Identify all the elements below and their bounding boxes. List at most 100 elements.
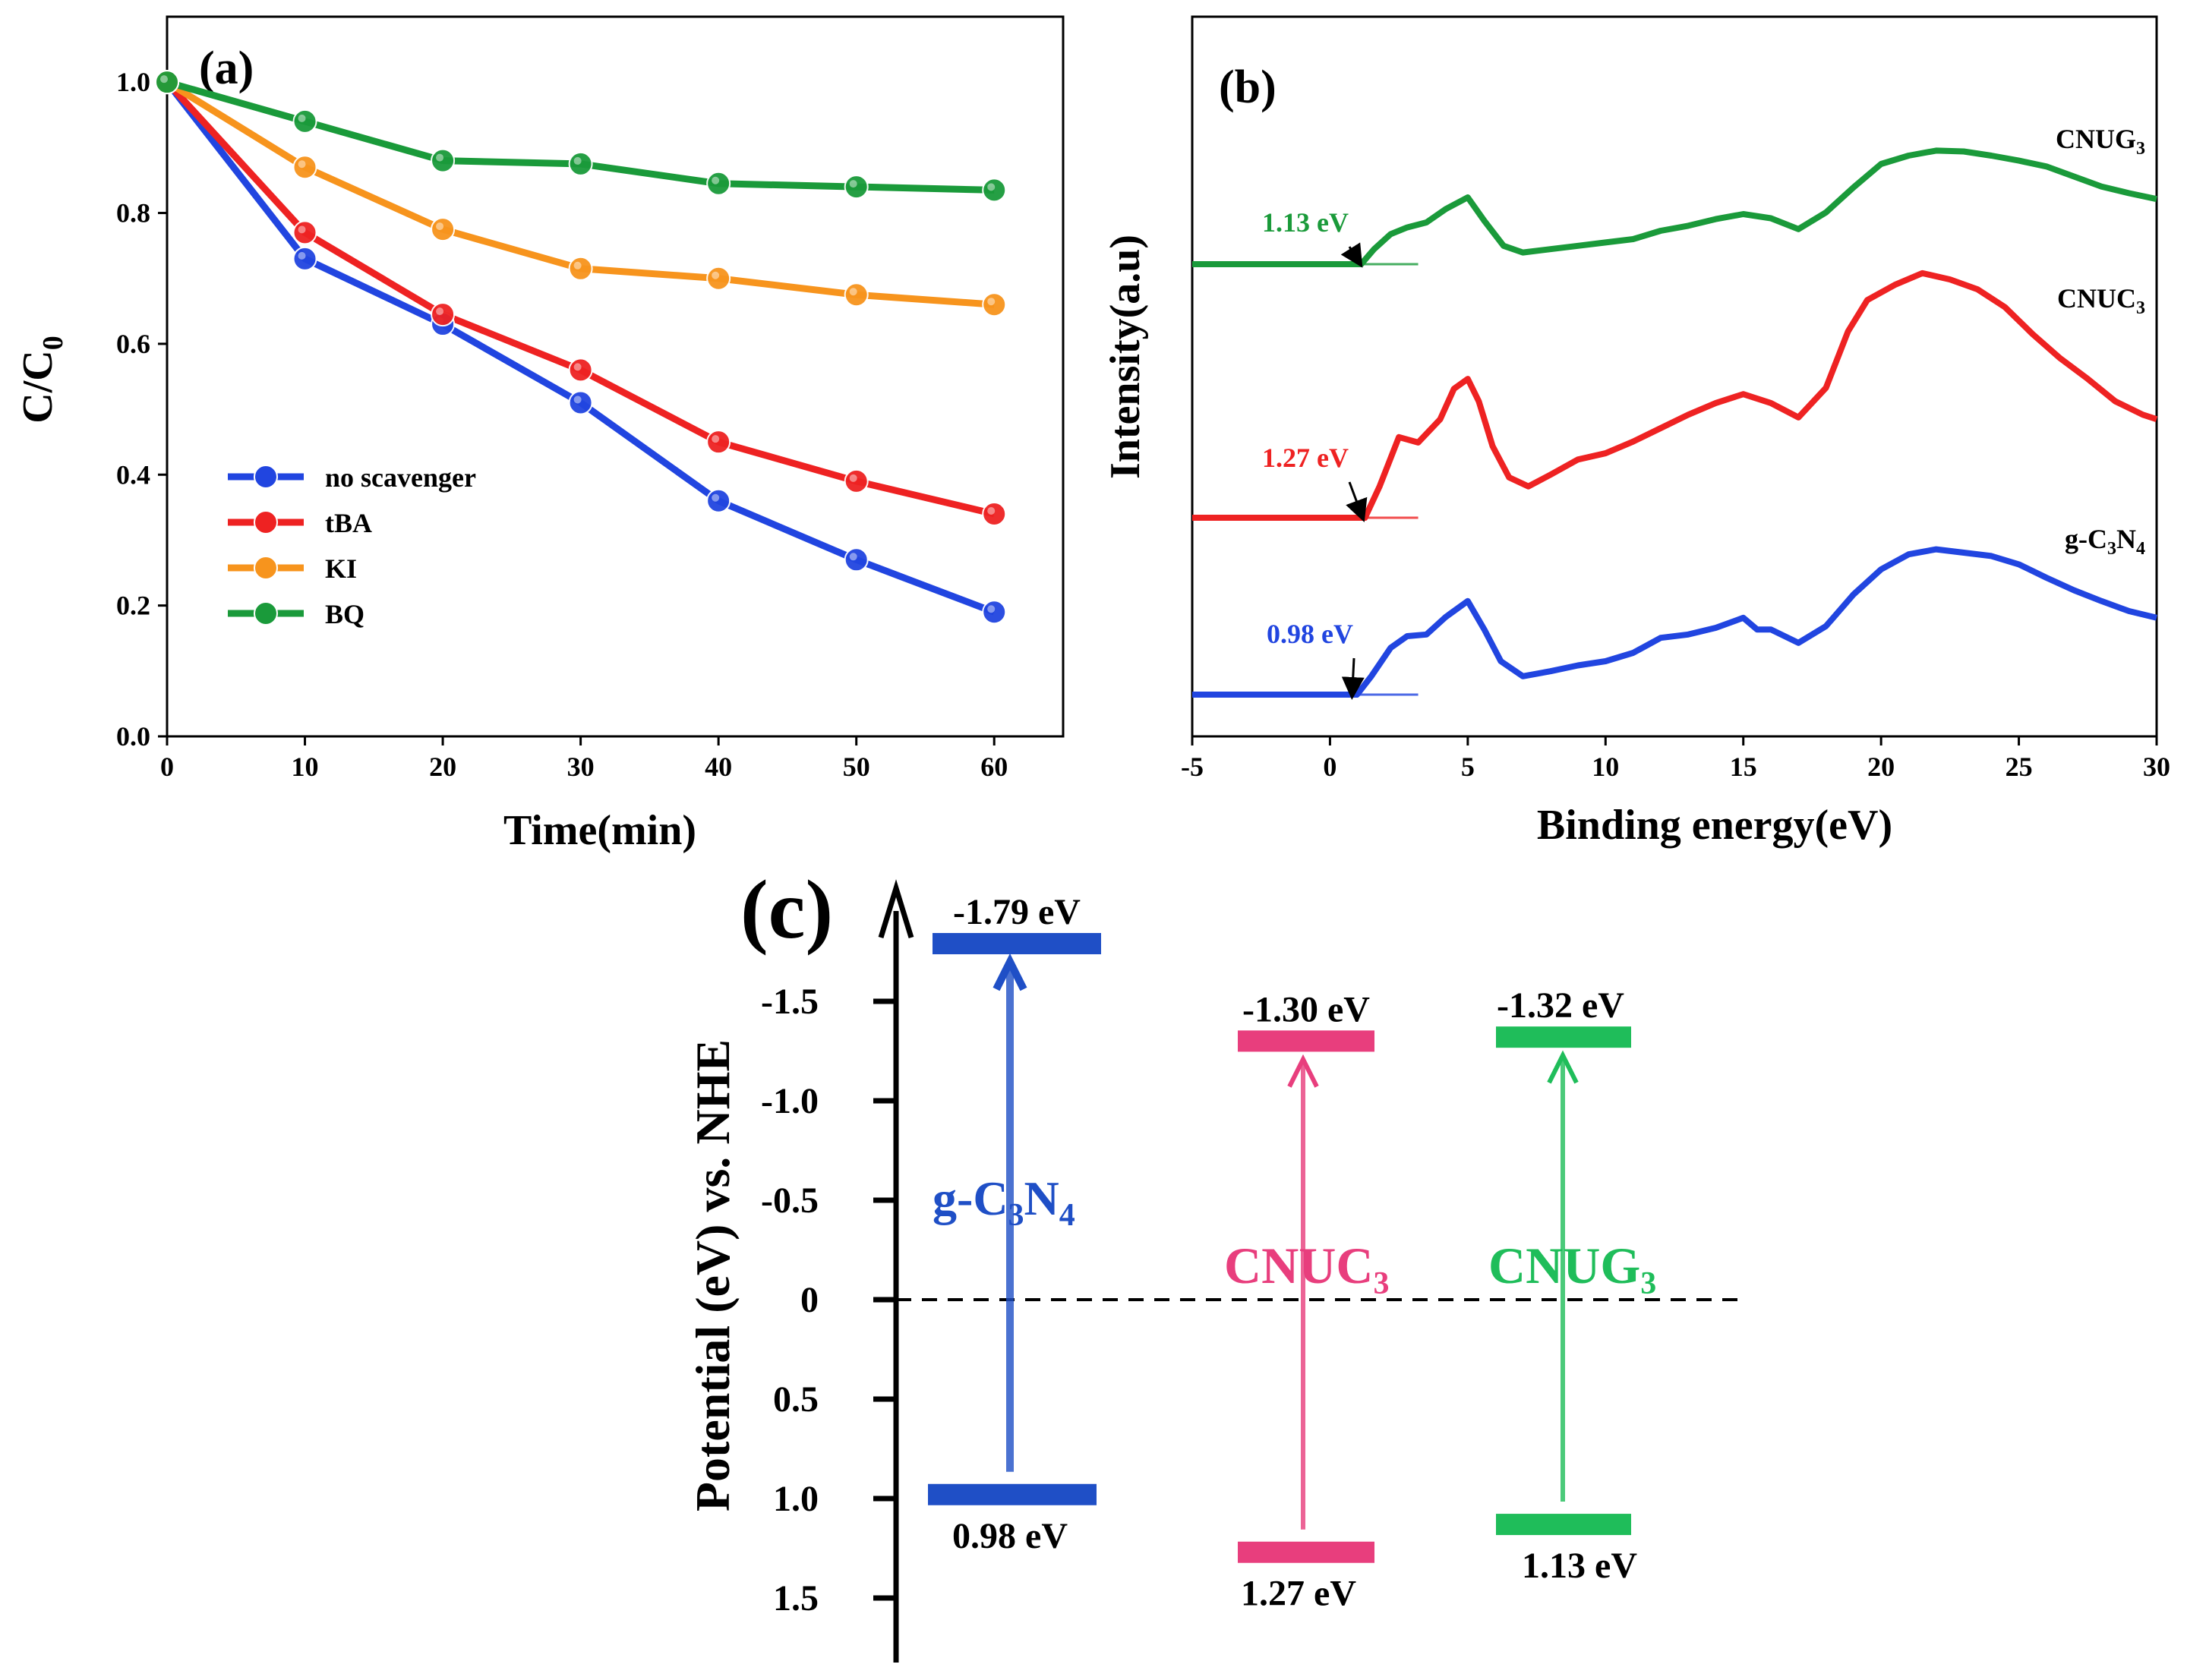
panel-c: (c) Potential (eV) vs. NHE -1.5 -1.0 -0.5 0… (686, 863, 1739, 1663)
spectrum-2 (1192, 546, 2157, 698)
data-point-highlight (712, 176, 720, 184)
cb-label: -1.30 eV (1242, 989, 1370, 1029)
vb-label: 0.98 eV (952, 1516, 1068, 1556)
text-part: g-C (2065, 524, 2107, 554)
text-part: 3 (2136, 139, 2145, 159)
material-label: g-C3N4 (933, 1171, 1075, 1233)
data-point (292, 220, 317, 245)
panel-b-label: (b) (1219, 61, 1277, 113)
x-tick-label: 30 (2143, 752, 2170, 782)
data-point (431, 217, 456, 242)
data-point (431, 148, 456, 173)
vb-label: 1.27 eV (1241, 1574, 1356, 1614)
data-point (706, 171, 731, 196)
legend-label: KI (325, 553, 357, 584)
excitation-arrow-head (993, 953, 1027, 991)
y-tick-label: -1.0 (761, 1081, 819, 1121)
data-point (844, 468, 869, 493)
x-tick-label: 20 (429, 752, 456, 782)
x-tick-label: 0 (160, 752, 174, 782)
legend-label: no scavenger (325, 462, 476, 493)
data-point-highlight (573, 363, 582, 371)
y-tick-label: 1.0 (116, 67, 150, 97)
panel-a-x-label: Time(min) (503, 807, 696, 854)
data-point-highlight (849, 288, 857, 296)
x-tick-label: 30 (567, 752, 595, 782)
valence-band (1238, 1541, 1374, 1563)
legend-marker (254, 556, 278, 580)
onset-arrow (1341, 657, 1365, 700)
text-part: CNUG (2056, 124, 2136, 154)
excitation-arrow-head (1547, 1050, 1579, 1084)
data-point (568, 151, 593, 176)
panel-a: (a) Time(min) C/C0 0 10 20 30 40 50 600.00.20.… (14, 15, 1065, 854)
series-label: CNUC3 (2057, 283, 2145, 318)
cb-label: -1.32 eV (1497, 985, 1624, 1026)
data-point (982, 501, 1007, 526)
x-tick-label: 10 (292, 752, 319, 782)
y-tick-label: 0.0 (116, 721, 150, 752)
x-tick-label: 50 (843, 752, 870, 782)
data-point-highlight (573, 261, 582, 269)
data-point-highlight (436, 222, 444, 231)
panel-b: (b) Binding energy(eV) Intensity(a.u) -5… (1102, 15, 2170, 849)
data-point (568, 256, 593, 281)
data-point-highlight (298, 225, 306, 234)
panel-a-y-label-sub: 0 (37, 336, 69, 350)
valence-band (928, 1483, 1097, 1505)
conduction-band (1238, 1030, 1374, 1052)
legend-label: BQ (325, 599, 364, 629)
series-label: CNUG3 (2056, 124, 2145, 159)
data-point (292, 109, 317, 134)
text-part: 3 (2107, 539, 2116, 559)
vb-label: 1.13 eV (1522, 1546, 1637, 1586)
data-point-highlight (298, 114, 306, 122)
onset-label: 1.13 eV (1262, 207, 1349, 238)
text-part: CNUC (1224, 1237, 1373, 1294)
data-point-highlight (712, 435, 720, 443)
svg-text:C/C0: C/C0 (14, 336, 69, 423)
panel-c-bands: -1.79 eV 0.98 eV g-C3N4 -1.30 eV 1.27 eV CNUC… (928, 892, 1656, 1614)
text-part: 3 (1640, 1266, 1656, 1301)
valence-band (1496, 1514, 1631, 1536)
y-tick-label: 0 (800, 1280, 819, 1320)
legend-label: tBA (325, 508, 372, 538)
onset-label: 1.27 eV (1262, 443, 1349, 473)
panel-a-y-label: C/C0 (14, 336, 69, 423)
x-tick-label: -5 (1181, 752, 1204, 782)
conduction-band (933, 933, 1101, 955)
data-point-highlight (298, 160, 306, 169)
data-point-highlight (712, 271, 720, 279)
legend-marker (254, 601, 278, 626)
x-tick-label: 20 (1867, 752, 1895, 782)
x-tick-label: 60 (980, 752, 1008, 782)
series-label: g-C3N4 (2065, 524, 2145, 559)
spectrum-1 (1192, 269, 2158, 521)
data-point (706, 488, 731, 513)
data-point (155, 70, 179, 95)
cb-label: -1.79 eV (953, 892, 1081, 932)
data-point (568, 358, 593, 383)
legend-marker (254, 465, 278, 489)
x-tick-label: 25 (2006, 752, 2033, 782)
data-point-highlight (436, 307, 444, 316)
text-part: 3 (1373, 1266, 1389, 1301)
data-point-highlight (712, 493, 720, 502)
text-part: CNUG (1488, 1237, 1640, 1294)
panel-c-label: (c) (740, 863, 833, 956)
y-tick-label: 0.8 (116, 198, 150, 229)
material-label: CNUG3 (1488, 1237, 1656, 1301)
y-tick-label: -1.5 (761, 982, 819, 1022)
x-tick-label: 15 (1730, 752, 1757, 782)
data-point (982, 292, 1007, 317)
material-label: CNUC3 (1224, 1237, 1389, 1301)
data-point-highlight (987, 506, 996, 515)
y-tick-label: 0.6 (116, 329, 150, 359)
y-tick-label: 0.4 (116, 459, 150, 490)
data-point-highlight (849, 180, 857, 188)
text-part: 4 (1059, 1198, 1075, 1233)
text-part: 4 (2136, 539, 2145, 559)
panel-c-ticks: -1.5 -1.0 -0.5 0 0.5 1.0 1.5 (761, 982, 896, 1619)
panel-b-y-label: Intensity(a.u) (1102, 235, 1149, 479)
